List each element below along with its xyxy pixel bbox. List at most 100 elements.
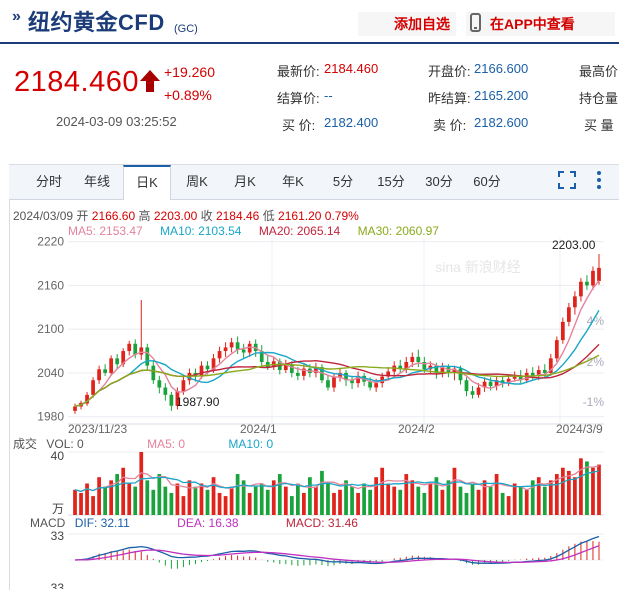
kline-low-label: 低 [262,209,275,223]
header-bar [0,0,619,44]
tab-5min[interactable]: 5分 [332,174,354,189]
field-value-settle: -- [324,88,333,103]
volume-bar [265,489,270,515]
field-label-high: 最高价 [579,64,619,79]
volume-bar [374,477,379,515]
kline-info-line: 2024/03/09 开 2166.60 高 2203.00 收 2184.46… [13,207,359,224]
candle [169,394,174,406]
volume-bar [434,477,439,515]
field-label-settle: 结算价: [277,91,320,106]
tab-weekly-k[interactable]: 周K [186,174,208,189]
candle [356,375,360,384]
volume-bar [91,496,95,515]
kline-open-label: 开 [76,209,89,223]
volume-bar [524,489,529,515]
volume-bar [428,483,433,515]
candle [157,380,162,388]
candle [217,351,222,359]
tab-monthly-k[interactable]: 月K [234,174,256,189]
candle [211,358,216,370]
candle [205,365,210,370]
ma5-legend: MA5: 2153.47 [68,224,143,238]
tab-year-line[interactable]: 年线 [83,174,110,189]
fullscreen-icon[interactable] [558,171,576,189]
candle [591,270,595,286]
symbol-code: (GC) [174,23,198,35]
volume-bar [133,486,138,515]
volume-bar [205,489,210,515]
kline-open-value: 2166.60 [91,209,136,223]
tab-yearly-k[interactable]: 年K [282,174,304,189]
kline-high-value: 2203.00 [153,209,198,223]
volume-bar [398,489,403,515]
candle [374,383,379,388]
add-watchlist-label: 添加自选 [394,16,450,32]
field-label-bid: 买 价: [282,118,316,133]
volume-bar [386,483,391,515]
field-value-prev-settle: 2165.200 [474,88,529,103]
volume-bar [127,483,132,515]
kline-high-label: 高 [138,209,151,223]
candle [181,380,186,392]
candle [416,356,421,362]
ma20-legend: MA20: 2065.14 [258,224,341,238]
volume-bar [175,483,180,515]
candle [229,342,234,348]
price-change: +19.260 [164,64,215,80]
volume-legend: 成交 VOL: 0 MA5: 0 MA10: 0 [13,435,273,452]
tab-time-share[interactable]: 分时 [35,174,62,189]
volume-bar [560,467,565,515]
tab-30min[interactable]: 30分 [425,174,453,189]
volume-bar [253,486,258,515]
volume-bar [314,486,318,515]
candle [573,296,577,308]
volume-bar [151,489,156,515]
kline-change-percent: 0.79% [324,209,359,223]
volume-bar [530,480,535,515]
candle [295,372,300,376]
more-options-icon[interactable] [594,170,604,190]
volume-bar [181,496,186,515]
field-value-bid: 2182.400 [324,115,379,130]
quote-timestamp: 2024-03-09 03:25:52 [56,114,177,129]
candle [73,406,77,411]
open-in-app-button[interactable]: 在APP中查看 [466,12,615,36]
candle [404,362,409,369]
vol-legend: VOL: 0 [46,437,84,451]
ma30-line [74,354,600,408]
volume-bar [344,480,348,515]
percent-tick-label: -1% [583,395,605,409]
volume-bar [350,486,354,515]
candle [241,349,246,353]
volume-bar [404,474,409,515]
volume-bar [115,474,120,515]
field-label-ask: 卖 价: [433,118,467,133]
volume-bar [554,474,559,515]
candle [97,369,101,381]
kline-low-value: 2161.20 [278,209,322,223]
candle [151,365,156,381]
volume-bar [452,467,457,515]
y-tick-label: 1980 [37,410,64,424]
volume-bar [470,483,475,515]
volume-bar [482,480,487,515]
tab-daily-k[interactable]: 日K [123,165,171,200]
volume-bar [506,496,511,515]
add-watchlist-button[interactable]: 添加自选 [358,12,456,36]
candle [579,281,583,297]
dea-line [74,545,600,564]
field-label-prev-settle: 昨结算: [428,91,471,106]
volume-panel-label: 成交 [13,437,38,451]
volume-unit-label: 万 [52,502,64,516]
volume-bar [422,492,427,515]
volume-bar [464,492,469,515]
tab-15min[interactable]: 15分 [377,174,405,189]
volume-bar [211,477,216,515]
volume-bar [241,480,246,515]
candle [145,347,150,366]
volume-bar [476,489,481,515]
tab-60min[interactable]: 60分 [473,174,501,189]
chevron-right-icon: » [12,8,21,25]
y-tick-label: 2040 [37,366,64,380]
